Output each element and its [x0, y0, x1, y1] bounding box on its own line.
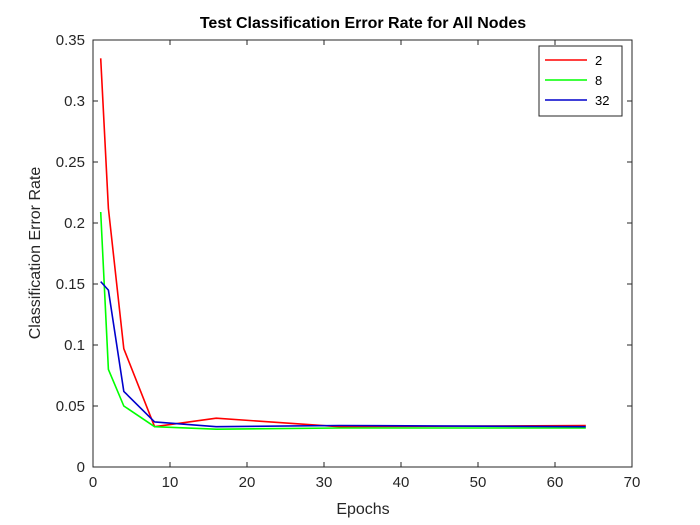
x-tick-label: 30	[316, 474, 333, 491]
legend-box	[538, 45, 623, 117]
plot-area-frame	[92, 39, 633, 468]
x-tick-label: 10	[162, 474, 179, 491]
y-tick-label: 0.05	[56, 398, 85, 415]
y-tick-label: 0.15	[56, 276, 85, 293]
y-tick-label: 0.2	[64, 215, 85, 232]
x-tick-label: 50	[470, 474, 487, 491]
legend-label-32: 32	[595, 93, 609, 108]
series-line-32	[100, 281, 586, 428]
legend-label-2: 2	[595, 53, 602, 68]
chart-title: Test Classification Error Rate for All N…	[200, 15, 526, 32]
x-tick-label: 70	[624, 474, 641, 491]
series-lines	[99, 58, 586, 431]
y-tick-label: 0.1	[64, 337, 85, 354]
legend-label-8: 8	[595, 73, 602, 88]
x-tick-label: 40	[393, 474, 410, 491]
y-tick-label: 0.35	[56, 32, 85, 49]
x-tick-label: 60	[547, 474, 564, 491]
series-line-8	[99, 211, 586, 431]
legend: 2 8 32	[538, 45, 623, 117]
y-tick-label: 0.25	[56, 154, 85, 171]
y-tick-label: 0.3	[64, 93, 85, 110]
y-axis-label: Classification Error Rate	[27, 167, 44, 340]
y-axis: 0 0.05 0.1 0.15 0.2 0.25 0.3 0.35	[56, 32, 632, 476]
x-tick-label: 0	[89, 474, 97, 491]
x-axis-label: Epochs	[336, 501, 389, 518]
x-axis: 0 10 20 30 40 50 60 70	[89, 40, 641, 491]
x-tick-label: 20	[239, 474, 256, 491]
y-tick-label: 0	[77, 459, 85, 476]
